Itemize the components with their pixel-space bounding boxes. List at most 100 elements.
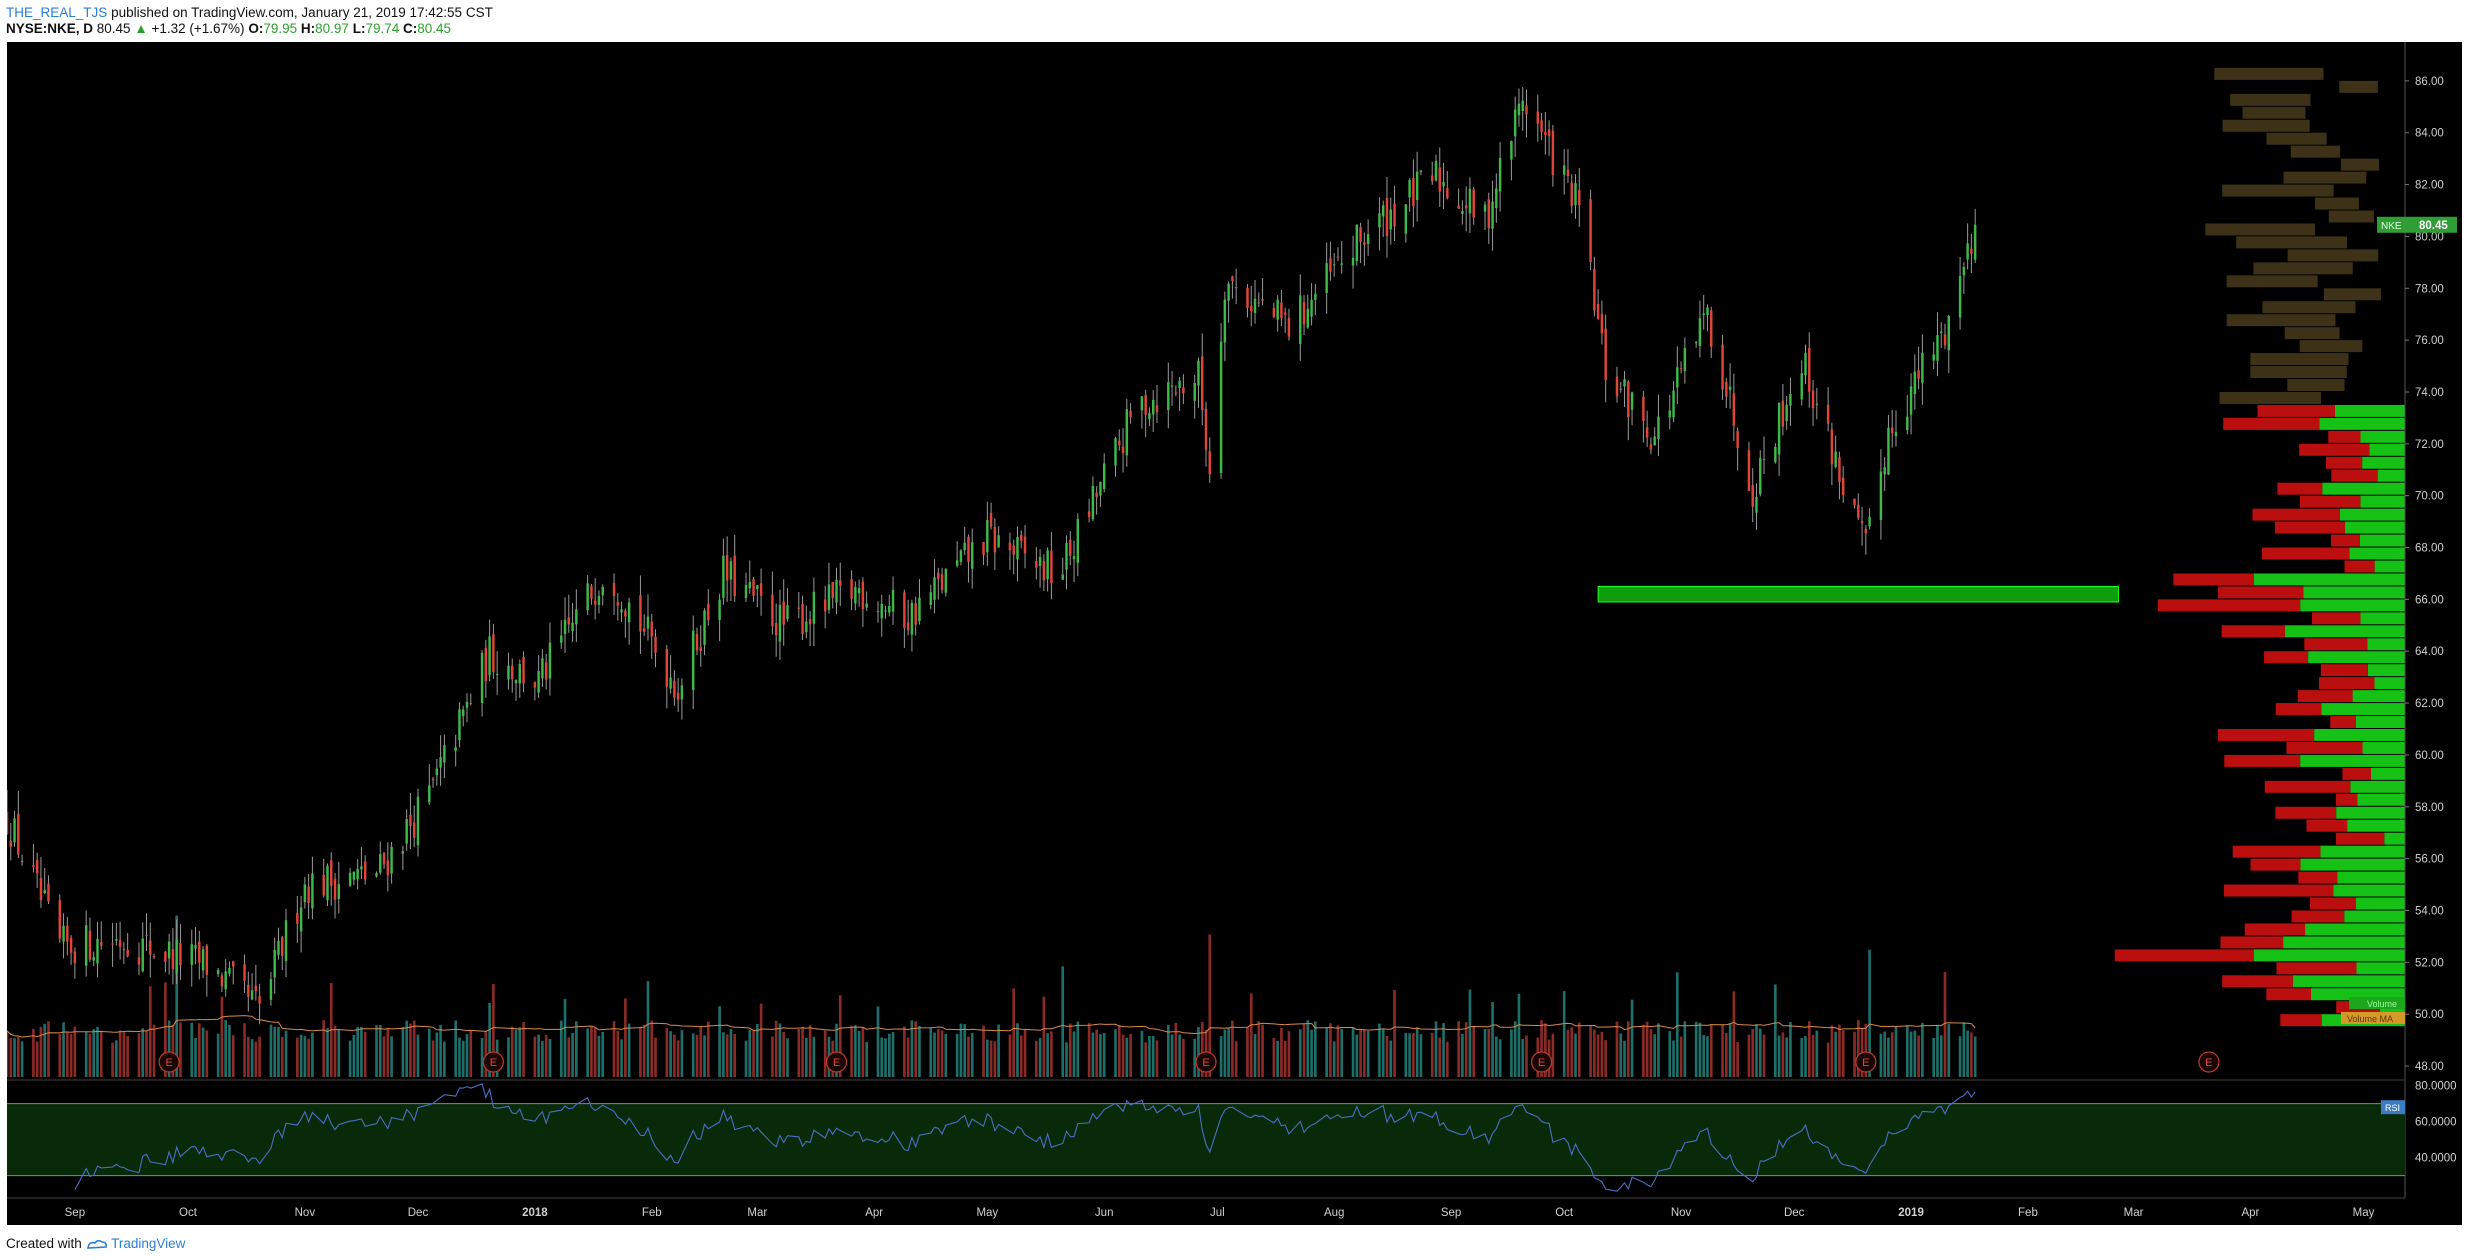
candlesticks [7,87,1977,1025]
candle-body [1642,396,1645,421]
candle-body [465,702,469,708]
candle-body [1314,293,1317,300]
candle-body [9,840,12,847]
volume-bar [1351,1027,1355,1077]
vp-row-outside [2328,210,2374,223]
candle-body [1491,201,1494,229]
candle-body [1389,209,1392,230]
price-tick-label: 80.00 [2415,231,2444,243]
volume-bar [250,1039,254,1077]
candle-body [1483,204,1487,212]
candle-body [718,599,721,621]
volume-bar [1385,1035,1389,1077]
volume-bar [1826,1042,1830,1077]
vp-row-up [2374,677,2405,690]
candle-body [1574,183,1577,206]
volume-bar [1943,972,1947,1077]
volume-bar [92,1029,96,1077]
volume-bar [141,1028,145,1077]
candle-body [1283,312,1287,315]
price-tick-label: 52.00 [2415,957,2444,969]
volume-bar [759,1003,763,1077]
candle-body [1804,352,1807,376]
volume-bar [593,1027,597,1077]
candle-body [333,878,337,900]
candle-body [326,865,329,901]
candle-body [1023,536,1027,554]
volume-bar [427,1028,431,1077]
chart-area[interactable]: E E E E E E E 86.00 84.00 82.00 80.00 78.00 76.00 74.… [7,42,2462,1225]
volume-bar [1593,1029,1596,1077]
candle-body [484,647,488,682]
candle-body [518,664,522,684]
volume-bar [1683,1021,1687,1077]
volume-bar [548,1038,552,1077]
tradingview-brand-link[interactable]: TradingView [111,1236,186,1251]
vp-row-up [2362,456,2405,469]
volume-bar [1913,1030,1917,1077]
volume-bar [201,1027,205,1077]
candle-body [1811,390,1815,409]
candle-body [646,616,650,629]
candle-body [356,868,359,880]
candle-body [910,602,914,635]
vp-row-down [2298,871,2338,884]
author-username[interactable]: THE_REAL_TJS [6,5,108,20]
price-tick-label: 82.00 [2415,180,2444,192]
candle-body [1038,557,1042,566]
close-label: C: [403,21,418,36]
volume-bar [518,1027,522,1077]
vp-row-up [2384,832,2405,845]
price-tick-label: 86.00 [2415,76,2444,88]
volume-bar [1253,1034,1257,1077]
volume-bar [1129,1033,1132,1077]
candle-body [756,585,759,590]
candle-body [805,621,808,633]
candle-body [1487,199,1491,229]
price-chart-svg[interactable]: E E E E E E E 86.00 84.00 82.00 80.00 78.00 76.00 74.… [7,42,2462,1225]
candle-body [1155,405,1159,413]
candle-body [1826,404,1830,424]
vp-row-down [2331,469,2378,482]
volume-bar [1102,1033,1106,1077]
volume-bar [733,1033,737,1077]
candle-body [1725,382,1728,397]
vp-row-down [2221,625,2285,638]
candle-body [1076,519,1080,563]
candle-body [654,636,657,653]
candle-body [1789,393,1792,406]
candle-body [1623,379,1626,387]
volume-bar [1144,1042,1147,1077]
volume-bar [563,998,567,1077]
volume-bar [903,1026,906,1077]
volume-bar [175,915,178,1077]
volume-bar [695,1034,699,1077]
volume-bar [1894,1026,1898,1077]
vp-row-down [2320,664,2368,677]
price-tick-label: 58.00 [2415,802,2444,814]
candle-body [1438,167,1441,192]
close-value: 80.45 [417,21,452,36]
volume-bar [280,1037,284,1077]
volume-bar [1698,1022,1702,1077]
candle-body [43,889,46,893]
volume-bar [13,1038,16,1077]
candle-body [707,603,710,621]
volume-bar [778,1023,782,1077]
candle-body [258,996,261,1004]
volume-bar [356,1026,359,1077]
volume-bar [1574,1033,1577,1077]
volume-bar [492,983,495,1077]
time-tick-label: Jul [1210,1207,1225,1219]
vp-row-down [2244,923,2306,936]
candle-body [1102,463,1106,489]
volume-bar [748,1029,752,1077]
candle-body [620,609,623,613]
price-tick-label: 72.00 [2415,439,2444,451]
volume-bar [273,1026,277,1077]
candle-body [986,520,989,553]
volume-bar [703,1035,706,1077]
volume-bar [1777,1035,1781,1077]
candle-body [1042,561,1046,581]
volume-bar [1630,999,1634,1077]
